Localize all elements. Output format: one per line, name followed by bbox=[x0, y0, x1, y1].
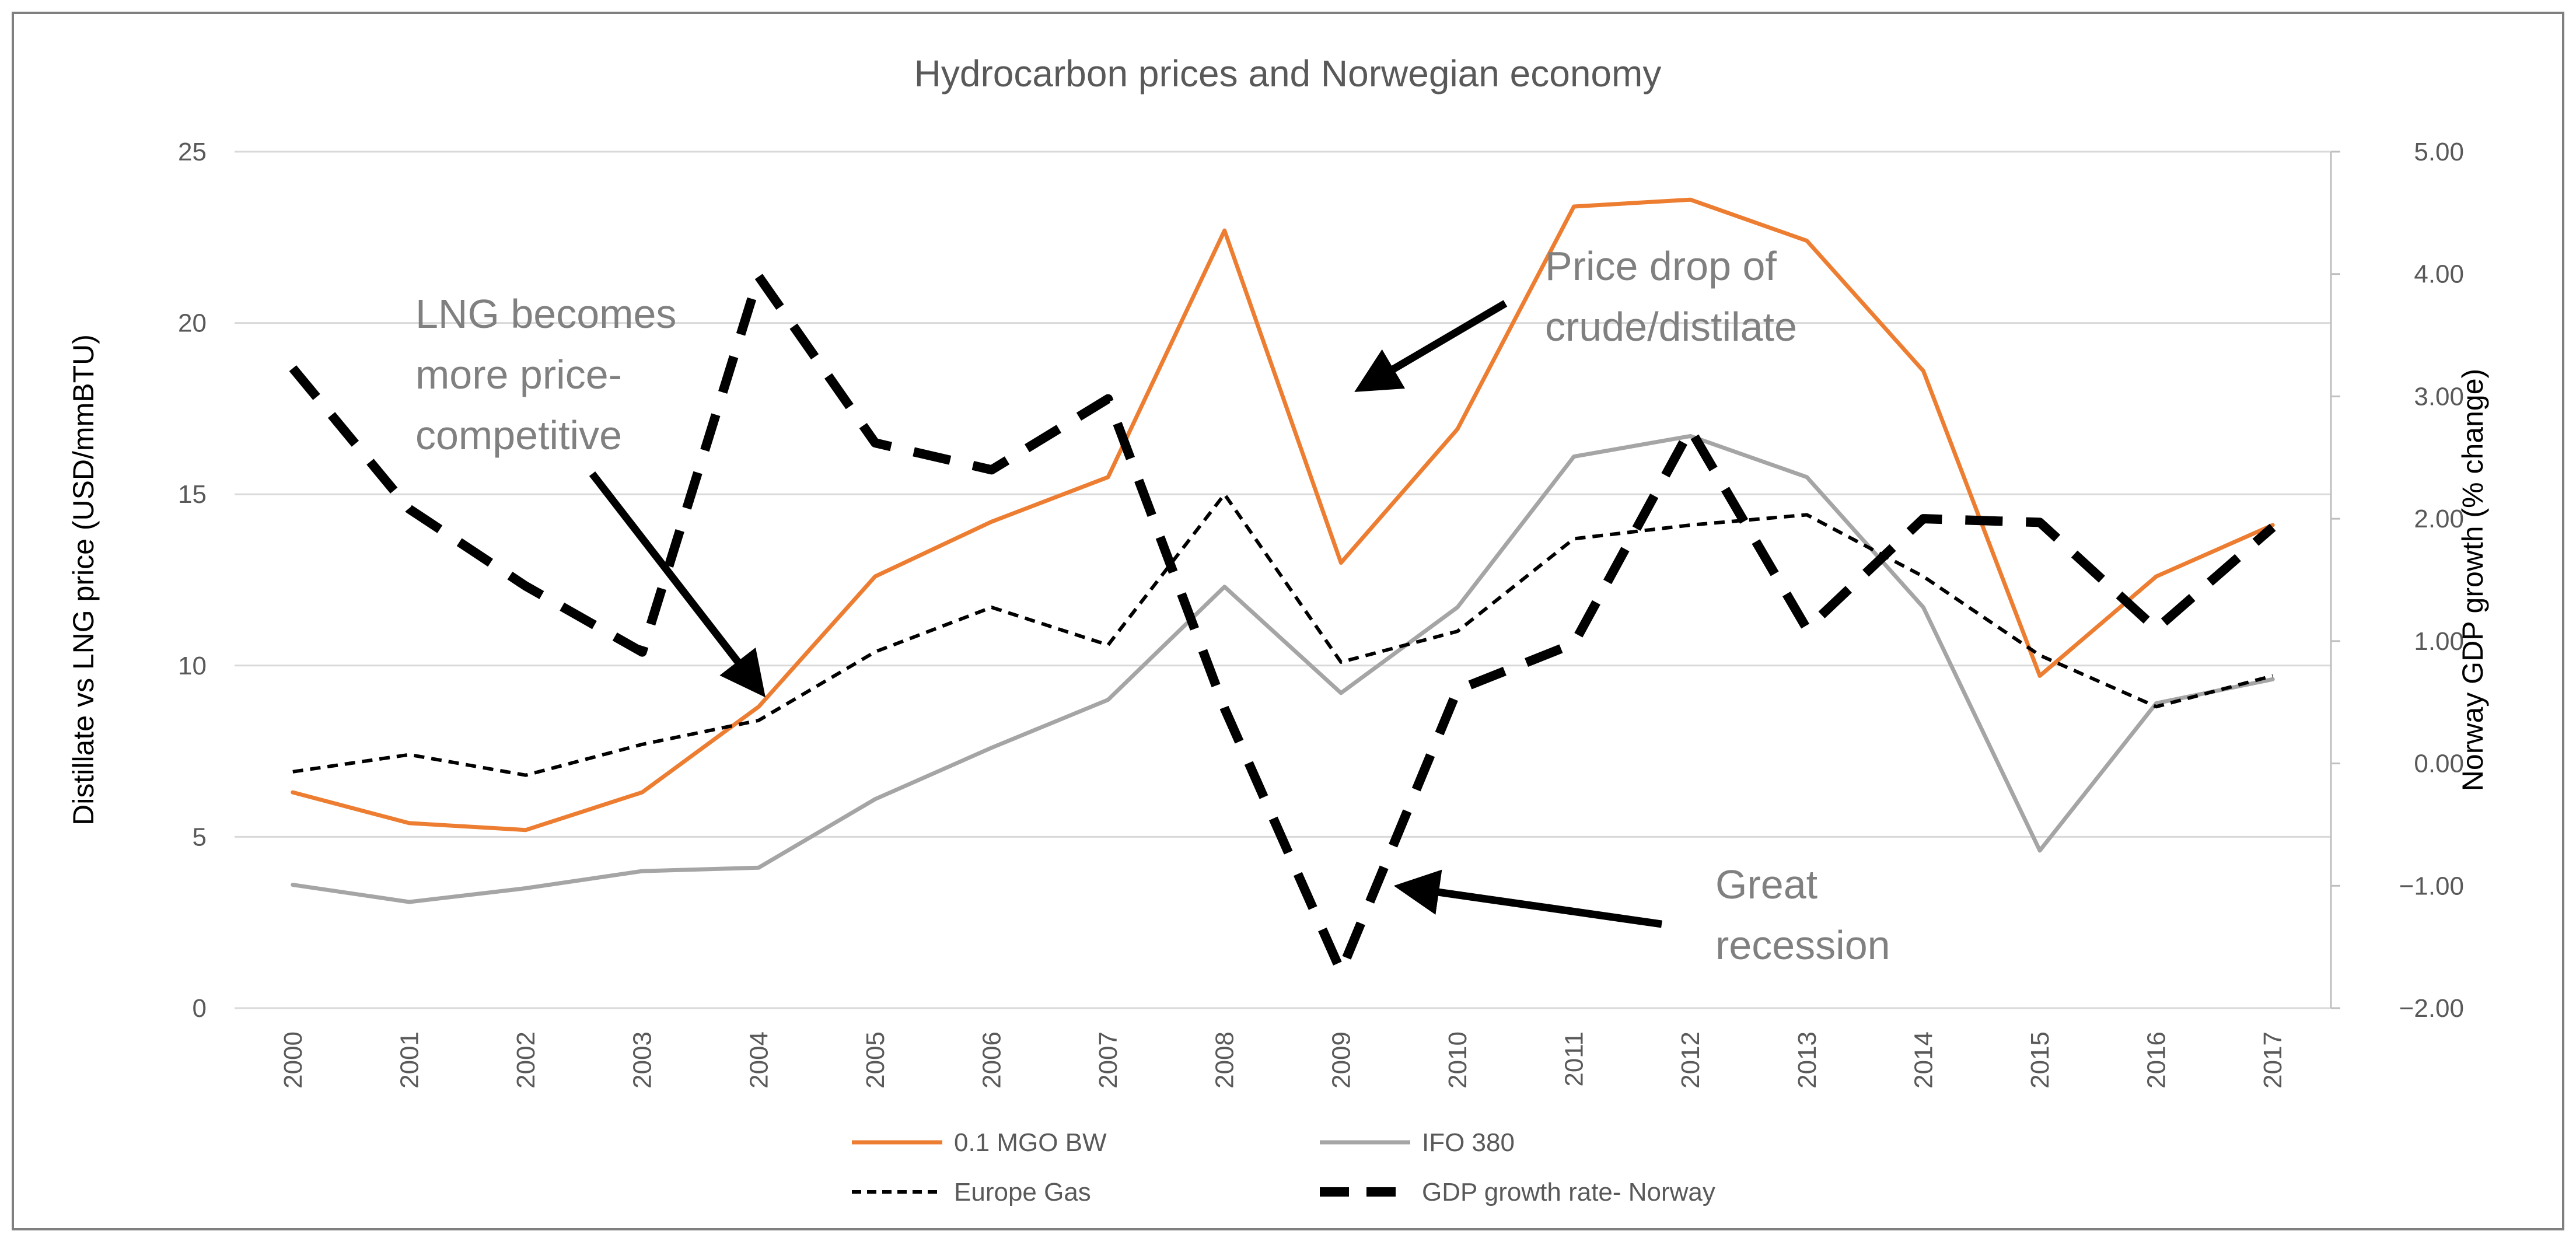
y2-tick-label: 4.00 bbox=[2414, 260, 2464, 289]
y-tick-label: 15 bbox=[178, 480, 207, 509]
chart-title: Hydrocarbon prices and Norwegian economy bbox=[914, 53, 1662, 95]
annotation-layer: LNG becomes more price-competitive Price d… bbox=[415, 243, 1890, 968]
legend-label: GDP growth rate- Norway bbox=[1422, 1178, 1715, 1206]
chart-frame bbox=[12, 12, 2564, 1230]
y2-tick-label: −2.00 bbox=[2399, 994, 2464, 1023]
y-tick-label: 10 bbox=[178, 652, 207, 680]
annotation-arrow bbox=[1393, 869, 1662, 928]
x-tick-label: 2009 bbox=[1327, 1031, 1355, 1089]
annotation-text: more price- bbox=[415, 352, 622, 397]
series-line-1 bbox=[291, 433, 2275, 904]
legend-label: 0.1 MGO BW bbox=[954, 1128, 1107, 1157]
y-tick-label: 20 bbox=[178, 309, 207, 338]
x-tick-label: 2012 bbox=[1676, 1031, 1705, 1089]
x-tick-label: 2010 bbox=[1443, 1031, 1472, 1089]
x-tick-label: 2003 bbox=[628, 1031, 657, 1089]
x-tick-label: 2013 bbox=[1793, 1031, 1822, 1089]
x-tick-label: 2001 bbox=[395, 1031, 424, 1089]
y2-tick-label: 3.00 bbox=[2414, 382, 2464, 411]
legend-label: Europe Gas bbox=[954, 1178, 1091, 1206]
grid-layer bbox=[235, 151, 2331, 838]
x-tick-label: 2017 bbox=[2259, 1031, 2287, 1089]
x-tick-label: 2015 bbox=[2026, 1031, 2054, 1089]
y-tick-label: 5 bbox=[193, 823, 207, 851]
series-line-0 bbox=[291, 197, 2275, 833]
y-tick-label: 25 bbox=[178, 138, 207, 166]
legend: 0.1 MGO BW IFO 380 Europe Gas GDP growth ra… bbox=[852, 1128, 1715, 1206]
y2-tick-label: 5.00 bbox=[2414, 138, 2464, 166]
x-tick-label: 2006 bbox=[977, 1031, 1006, 1089]
x-tick-label: 2005 bbox=[861, 1031, 890, 1089]
annotation-arrow bbox=[589, 471, 766, 698]
annotation-text: Great bbox=[1715, 862, 1817, 907]
annotation-text: crude/distilate bbox=[1545, 304, 1797, 349]
y2-tick-label: 0.00 bbox=[2414, 750, 2464, 778]
annotation-arrow bbox=[1354, 300, 1508, 392]
x-tick-label: 2008 bbox=[1211, 1031, 1239, 1089]
x-tick-label: 2007 bbox=[1094, 1031, 1123, 1089]
annotation-text: LNG becomes bbox=[415, 291, 676, 337]
x-tick-label: 2011 bbox=[1560, 1031, 1589, 1087]
series-layer bbox=[289, 197, 2276, 977]
x-tick-label: 2004 bbox=[745, 1031, 773, 1089]
y2-tick-label: −1.00 bbox=[2399, 872, 2464, 900]
series-line-3 bbox=[289, 271, 2276, 977]
y-axis-title: Distillate vs LNG price (USD/mmBTU) bbox=[67, 334, 100, 826]
x-tick-label: 2016 bbox=[2142, 1031, 2171, 1089]
series-line-2 bbox=[292, 492, 2273, 777]
x-tick-label: 2002 bbox=[512, 1031, 540, 1089]
axes-layer: 0 5 10 15 20 25 −2.00 −1.00 0.00 1.00 2.00 3.00 4.00… bbox=[67, 138, 2489, 1089]
y-tick-label: 0 bbox=[193, 994, 207, 1023]
annotation-text: Price drop of bbox=[1545, 243, 1777, 289]
legend-label: IFO 380 bbox=[1422, 1128, 1515, 1157]
y2-tick-label: 2.00 bbox=[2414, 505, 2464, 533]
y2-axis-title: Norway GDP growth (% change) bbox=[2456, 369, 2489, 791]
y2-tick-label: 1.00 bbox=[2414, 627, 2464, 656]
x-tick-label: 2000 bbox=[279, 1031, 307, 1089]
x-tick-label: 2014 bbox=[1909, 1031, 1938, 1089]
annotation-text: competitive bbox=[415, 412, 622, 458]
annotation-text: recession bbox=[1715, 922, 1890, 968]
